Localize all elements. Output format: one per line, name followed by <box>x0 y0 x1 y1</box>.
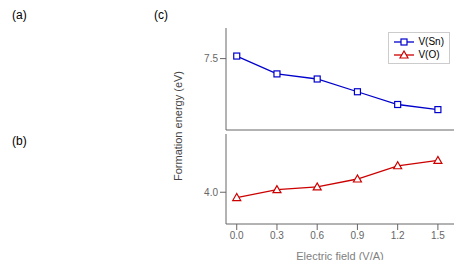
svg-text:7.5: 7.5 <box>204 53 218 64</box>
svg-text:4.0: 4.0 <box>204 187 218 198</box>
html-text:V(Sn): V(Sn) <box>418 36 444 47</box>
html-text:V(O): V(O) <box>418 49 440 60</box>
svg-text:0.9: 0.9 <box>350 230 364 241</box>
svg-text:0.0: 0.0 <box>230 230 244 241</box>
svg-text:1.5: 1.5 <box>431 230 445 241</box>
html-text:Formation energy (eV): Formation energy (eV) <box>172 71 184 181</box>
html-text:(b): (b) <box>12 134 27 148</box>
svg-text:Electric field (V/A): Electric field (V/A) <box>296 250 383 260</box>
svg-text:0.6: 0.6 <box>310 230 324 241</box>
html-text:(c): (c) <box>154 8 168 22</box>
svg-text:1.2: 1.2 <box>391 230 405 241</box>
svg-text:0.3: 0.3 <box>270 230 284 241</box>
html-text:(a): (a) <box>12 8 27 22</box>
